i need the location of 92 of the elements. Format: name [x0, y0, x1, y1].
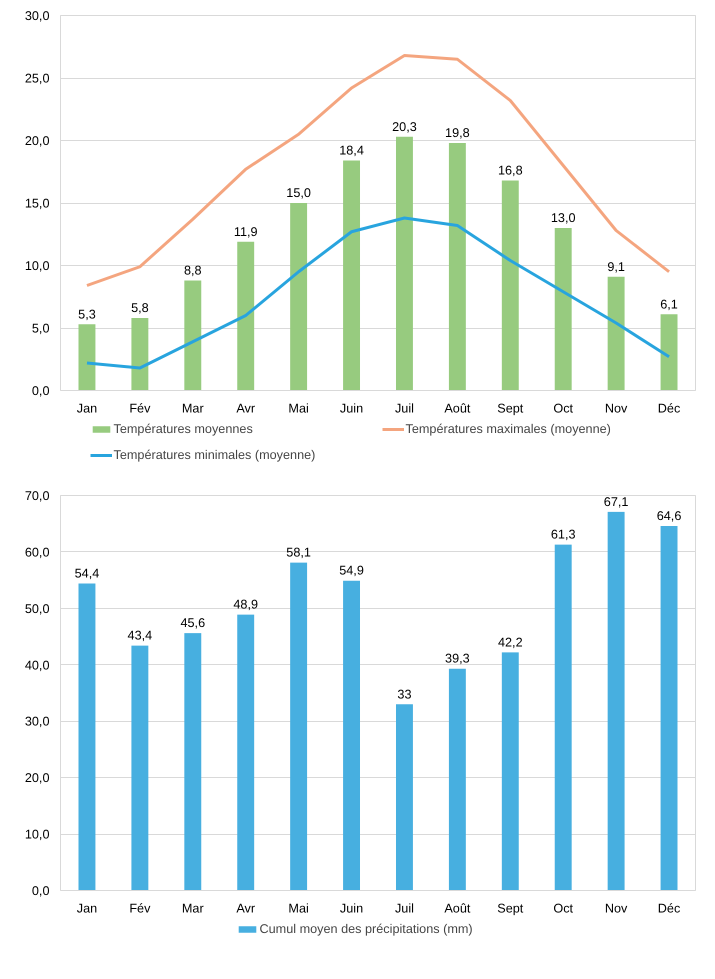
x-tick-label: Août [444, 902, 471, 916]
bar [448, 143, 466, 390]
y-tick-label: 10,0 [24, 828, 50, 842]
data-label: 16,8 [498, 164, 523, 178]
bar [660, 526, 678, 890]
y-tick-label: 50,0 [24, 602, 50, 616]
data-label: 13,0 [550, 211, 576, 225]
bar [290, 562, 308, 890]
data-label: 5,8 [131, 301, 149, 315]
legend-label: Cumul moyen des précipitations (mm) [260, 921, 474, 938]
bar [554, 544, 572, 890]
x-tick-label: Jan [76, 902, 98, 916]
data-label: 58,1 [286, 546, 311, 560]
bar [290, 203, 308, 390]
legend-label: Températures moyennes [114, 421, 254, 438]
legend-label: Températures maximales (moyenne) [406, 421, 612, 438]
y-tick-label: 0,0 [32, 884, 50, 898]
x-tick-label: Août [444, 402, 471, 416]
data-label: 33 [397, 687, 412, 702]
line-series [85, 54, 671, 287]
bar [184, 633, 202, 890]
bar [343, 160, 360, 390]
x-tick-label: Juin [340, 402, 364, 416]
data-label: 19,8 [445, 126, 470, 140]
bar [237, 242, 254, 390]
x-tick-label: Juil [394, 402, 414, 416]
x-tick-label: Mar [182, 402, 204, 416]
data-label: 8,8 [184, 264, 202, 278]
bar [660, 314, 678, 390]
x-tick-label: Oct [553, 402, 574, 416]
bar [396, 704, 413, 890]
x-tick-label: Mar [182, 902, 204, 916]
bar [131, 318, 148, 390]
x-tick-label: Déc [658, 902, 680, 916]
x-tick-label: Déc [658, 402, 680, 416]
data-label: 9,1 [607, 260, 625, 274]
bar [502, 652, 519, 890]
data-label: 64,6 [656, 508, 682, 523]
x-tick-label: Nov [604, 402, 628, 416]
x-tick-label: Sept [497, 902, 524, 916]
data-label: 6,1 [660, 297, 678, 312]
data-label: 48,9 [233, 598, 258, 612]
bar [78, 584, 96, 890]
x-tick-label: Fév [129, 402, 152, 416]
bar [448, 668, 466, 890]
bar [184, 280, 202, 390]
x-tick-label: Mai [288, 402, 309, 416]
x-tick-label: Juin [340, 902, 364, 916]
y-tick-label: 5,0 [32, 322, 50, 336]
data-label: 20,3 [392, 120, 417, 134]
data-label: 67,1 [604, 494, 628, 509]
x-tick-label: Jan [76, 402, 98, 416]
data-label: 61,3 [550, 528, 576, 542]
x-tick-label: Mai [288, 902, 309, 916]
bar [237, 614, 254, 890]
data-label: 43,4 [128, 628, 152, 643]
bar [396, 136, 413, 390]
y-tick-label: 20,0 [24, 771, 50, 786]
data-label: 45,6 [180, 616, 206, 630]
legend-label: Températures minimales (moyenne) [114, 447, 316, 464]
data-label: 42,2 [498, 635, 523, 650]
x-tick-label: Avr [236, 902, 256, 916]
x-tick-label: Avr [236, 402, 256, 416]
y-tick-label: 70,0 [24, 489, 50, 503]
x-tick-label: Nov [604, 902, 628, 916]
bar [78, 324, 96, 390]
data-label: 11,9 [234, 224, 258, 239]
y-tick-label: 25,0 [24, 72, 50, 86]
bar [343, 580, 360, 890]
y-tick-label: 30,0 [24, 714, 50, 729]
x-tick-label: Oct [553, 902, 574, 916]
bar [608, 512, 625, 890]
bar [608, 276, 625, 390]
data-label: 5,3 [78, 307, 96, 322]
bar [131, 646, 148, 890]
bar [502, 180, 519, 390]
y-tick-label: 30,0 [24, 9, 50, 23]
data-label: 18,4 [339, 144, 364, 158]
x-tick-label: Sept [497, 402, 524, 416]
data-label: 54,9 [339, 564, 364, 578]
data-label: 54,4 [74, 566, 100, 581]
y-tick-label: 60,0 [24, 545, 50, 560]
y-tick-label: 20,0 [24, 134, 50, 148]
x-tick-label: Juil [394, 902, 414, 916]
y-tick-label: 40,0 [24, 658, 50, 672]
y-tick-label: 0,0 [32, 384, 50, 398]
x-tick-label: Fév [129, 902, 152, 916]
data-label: 15,0 [286, 186, 311, 200]
y-tick-label: 15,0 [24, 196, 50, 210]
y-tick-label: 10,0 [24, 259, 50, 273]
bar [554, 228, 572, 390]
data-label: 39,3 [445, 652, 470, 666]
